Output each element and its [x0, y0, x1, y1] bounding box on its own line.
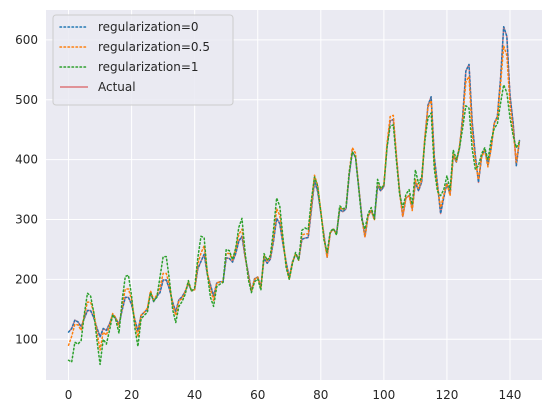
y-tick-label: 100 — [15, 332, 38, 346]
legend-box — [52, 14, 234, 106]
x-axis-ticks: 0 20 40 60 80 100 120 140 — [65, 388, 522, 402]
legend-label: regularization=1 — [98, 60, 199, 74]
y-tick-label: 400 — [15, 153, 38, 167]
x-tick-label: 60 — [250, 388, 265, 402]
legend: regularization=0 regularization=0.5 regula… — [52, 14, 234, 106]
series-line-regularization-1 — [67, 84, 521, 366]
legend-label: Actual — [98, 80, 136, 94]
legend-label: regularization=0 — [98, 20, 199, 34]
x-tick-label: 120 — [435, 388, 458, 402]
series-layer — [67, 26, 521, 366]
y-axis-ticks: 100 200 300 400 500 600 — [15, 33, 38, 346]
y-tick-label: 200 — [15, 272, 38, 286]
x-tick-label: 0 — [65, 388, 73, 402]
x-tick-label: 140 — [499, 388, 522, 402]
x-tick-label: 80 — [313, 388, 328, 402]
x-tick-label: 20 — [124, 388, 139, 402]
x-tick-label: 40 — [187, 388, 202, 402]
y-tick-label: 500 — [15, 93, 38, 107]
y-tick-label: 600 — [15, 33, 38, 47]
x-tick-label: 100 — [372, 388, 395, 402]
legend-label: regularization=0.5 — [98, 40, 210, 54]
y-tick-label: 300 — [15, 213, 38, 227]
